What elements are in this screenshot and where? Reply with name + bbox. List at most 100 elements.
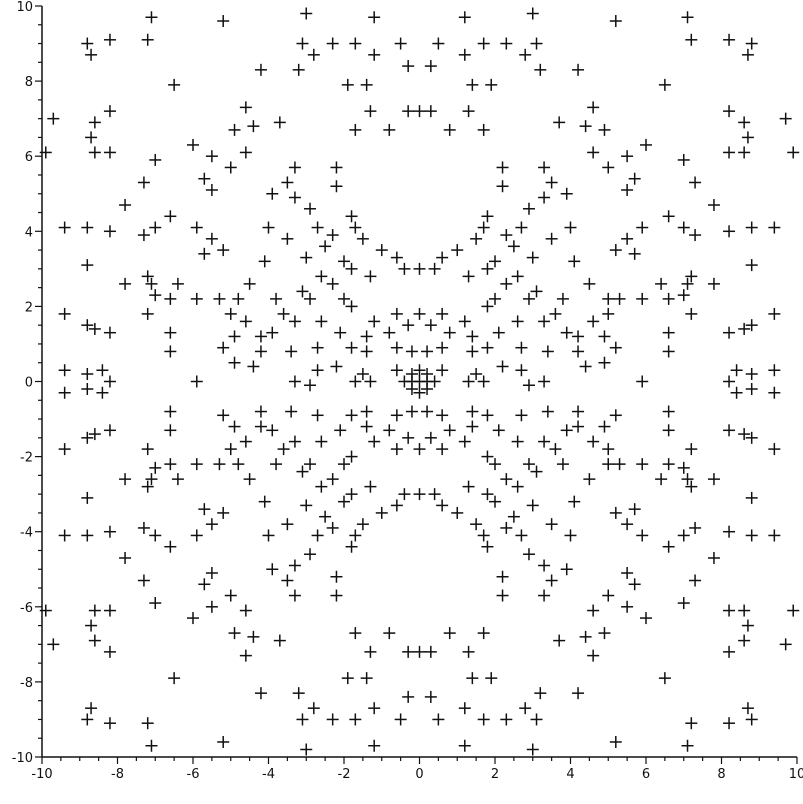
data-point bbox=[481, 540, 494, 553]
data-point bbox=[662, 424, 675, 437]
data-point bbox=[281, 574, 294, 587]
data-point bbox=[598, 420, 611, 433]
data-point bbox=[85, 48, 98, 61]
data-point bbox=[428, 375, 441, 388]
data-point bbox=[500, 37, 513, 50]
data-point bbox=[526, 251, 539, 264]
data-point bbox=[288, 375, 301, 388]
data-point bbox=[338, 255, 350, 268]
data-point bbox=[368, 739, 381, 752]
data-point bbox=[266, 187, 279, 200]
data-point bbox=[103, 424, 116, 437]
data-point bbox=[88, 116, 101, 129]
data-point bbox=[330, 570, 343, 583]
data-point bbox=[432, 37, 445, 50]
data-point bbox=[368, 11, 381, 24]
data-point bbox=[579, 360, 592, 373]
data-point bbox=[519, 48, 532, 61]
data-point bbox=[383, 123, 396, 136]
data-point bbox=[228, 356, 241, 369]
data-point bbox=[432, 713, 445, 726]
data-point bbox=[164, 424, 177, 437]
data-point bbox=[190, 292, 203, 305]
data-point bbox=[141, 717, 154, 730]
data-point bbox=[311, 221, 324, 234]
data-point bbox=[526, 499, 539, 512]
data-point bbox=[315, 315, 328, 328]
data-point bbox=[96, 364, 109, 377]
data-point bbox=[556, 292, 569, 305]
data-point bbox=[326, 229, 339, 242]
data-point bbox=[602, 292, 615, 305]
data-point bbox=[451, 506, 464, 519]
data-point bbox=[330, 161, 343, 174]
data-point bbox=[187, 138, 199, 151]
data-point bbox=[745, 491, 758, 504]
data-point bbox=[685, 270, 698, 283]
data-point bbox=[341, 672, 354, 685]
data-point bbox=[522, 202, 535, 215]
data-point bbox=[81, 431, 94, 444]
data-point bbox=[421, 405, 434, 418]
data-point bbox=[360, 345, 373, 358]
data-point bbox=[424, 319, 437, 332]
data-point bbox=[304, 292, 317, 305]
data-point bbox=[239, 604, 252, 617]
data-point bbox=[538, 435, 551, 448]
data-point bbox=[485, 672, 498, 685]
data-point bbox=[768, 221, 781, 234]
data-point bbox=[489, 292, 501, 305]
data-point bbox=[402, 431, 415, 444]
data-point bbox=[443, 326, 456, 339]
data-point bbox=[677, 529, 690, 542]
x-tick-label: 10 bbox=[789, 767, 803, 782]
data-point bbox=[413, 386, 426, 399]
data-point bbox=[526, 7, 539, 20]
data-point bbox=[398, 488, 411, 501]
data-point bbox=[141, 270, 154, 283]
data-point bbox=[85, 131, 98, 144]
data-point bbox=[368, 48, 381, 61]
data-point bbox=[304, 202, 317, 215]
data-point bbox=[511, 270, 524, 283]
data-point bbox=[81, 383, 94, 396]
data-point bbox=[349, 375, 362, 388]
data-point bbox=[424, 60, 437, 73]
data-point bbox=[496, 589, 509, 602]
y-tick-label: 10 bbox=[16, 0, 33, 15]
data-point bbox=[205, 600, 218, 613]
data-point bbox=[730, 386, 743, 399]
data-point bbox=[436, 341, 449, 354]
data-point bbox=[288, 191, 301, 204]
data-point bbox=[636, 375, 649, 388]
data-point bbox=[149, 289, 162, 302]
data-point bbox=[462, 375, 475, 388]
data-point bbox=[311, 409, 324, 422]
data-point bbox=[364, 270, 377, 283]
data-point bbox=[311, 341, 324, 354]
data-point bbox=[609, 244, 622, 257]
data-point bbox=[103, 717, 116, 730]
data-point bbox=[281, 518, 294, 531]
data-point bbox=[496, 570, 509, 583]
data-point bbox=[745, 221, 758, 234]
data-point bbox=[466, 672, 479, 685]
data-point bbox=[141, 33, 154, 46]
data-point bbox=[239, 146, 252, 159]
data-point bbox=[81, 529, 94, 542]
data-point bbox=[300, 499, 313, 512]
data-point bbox=[492, 424, 505, 437]
data-point bbox=[413, 307, 426, 320]
data-point bbox=[662, 326, 675, 339]
data-point bbox=[609, 506, 622, 519]
data-point bbox=[436, 251, 449, 264]
data-point bbox=[171, 277, 184, 290]
data-point bbox=[168, 78, 181, 91]
data-point bbox=[466, 420, 479, 433]
data-point bbox=[88, 322, 101, 335]
data-point bbox=[254, 330, 267, 343]
data-point bbox=[103, 146, 116, 159]
data-point bbox=[288, 435, 301, 448]
data-point bbox=[296, 713, 309, 726]
